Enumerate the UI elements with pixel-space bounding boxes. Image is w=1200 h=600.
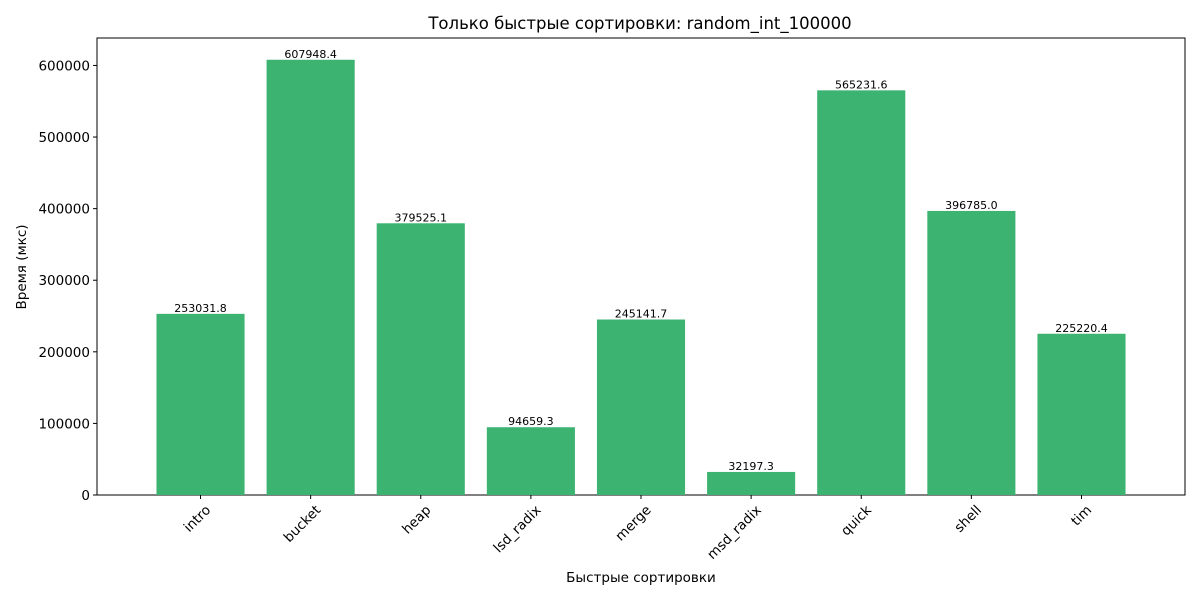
bar-merge xyxy=(596,319,686,495)
x-tick-label-msd_radix: msd_radix xyxy=(704,502,765,563)
y-axis-label: Время (мкс) xyxy=(14,224,30,309)
x-tick-label-bucket: bucket xyxy=(281,502,324,545)
bar-quick xyxy=(817,90,906,495)
x-axis-label: Быстрые сортировки xyxy=(566,570,716,586)
x-tick-label-quick: quick xyxy=(838,502,875,539)
bar-labels-layer: 253031.8 607948.4 379525.1 94659.3 245141.7 3… xyxy=(174,48,1107,473)
y-tick-label: 300000 xyxy=(38,273,90,289)
bar-bucket xyxy=(266,59,355,495)
bar-value-label-merge: 245141.7 xyxy=(615,308,668,321)
x-tick-label-heap: heap xyxy=(399,502,434,537)
bar-value-label-heap: 379525.1 xyxy=(395,211,448,224)
x-tick-label-tim: tim xyxy=(1068,502,1095,529)
bar-shell xyxy=(927,210,1016,495)
y-tick-label: 0 xyxy=(81,488,90,504)
y-axis: 0 100000 200000 300000 400000 500000 600000 xyxy=(38,58,97,504)
x-tick-label-lsd_radix: lsd_radix xyxy=(491,502,545,556)
bar-msd_radix xyxy=(707,471,796,495)
chart-title: Только быстрые сортировки: random_int_10… xyxy=(427,14,851,34)
bar-intro xyxy=(156,313,245,495)
bar-value-label-msd_radix: 32197.3 xyxy=(728,460,774,473)
bars-layer xyxy=(156,59,1126,496)
bar-value-label-bucket: 607948.4 xyxy=(284,48,337,61)
bar-value-label-tim: 225220.4 xyxy=(1055,322,1108,335)
bar-heap xyxy=(376,223,465,496)
x-axis: intro bucket heap lsd_radix merge msd_radix qu… xyxy=(181,495,1095,563)
bar-lsd_radix xyxy=(486,427,575,495)
bar-value-label-shell: 396785.0 xyxy=(945,199,998,212)
x-tick-label-shell: shell xyxy=(951,502,985,536)
bar-tim xyxy=(1037,333,1126,495)
bar-value-label-quick: 565231.6 xyxy=(835,78,888,91)
y-tick-label: 100000 xyxy=(38,416,90,432)
y-tick-label: 200000 xyxy=(38,345,90,361)
bar-value-label-intro: 253031.8 xyxy=(174,302,227,315)
y-tick-label: 600000 xyxy=(38,58,90,74)
x-tick-label-intro: intro xyxy=(181,502,214,535)
y-tick-label: 500000 xyxy=(38,130,90,146)
bar-value-label-lsd_radix: 94659.3 xyxy=(508,415,554,428)
y-tick-label: 400000 xyxy=(38,202,90,218)
x-tick-label-merge: merge xyxy=(612,502,654,544)
